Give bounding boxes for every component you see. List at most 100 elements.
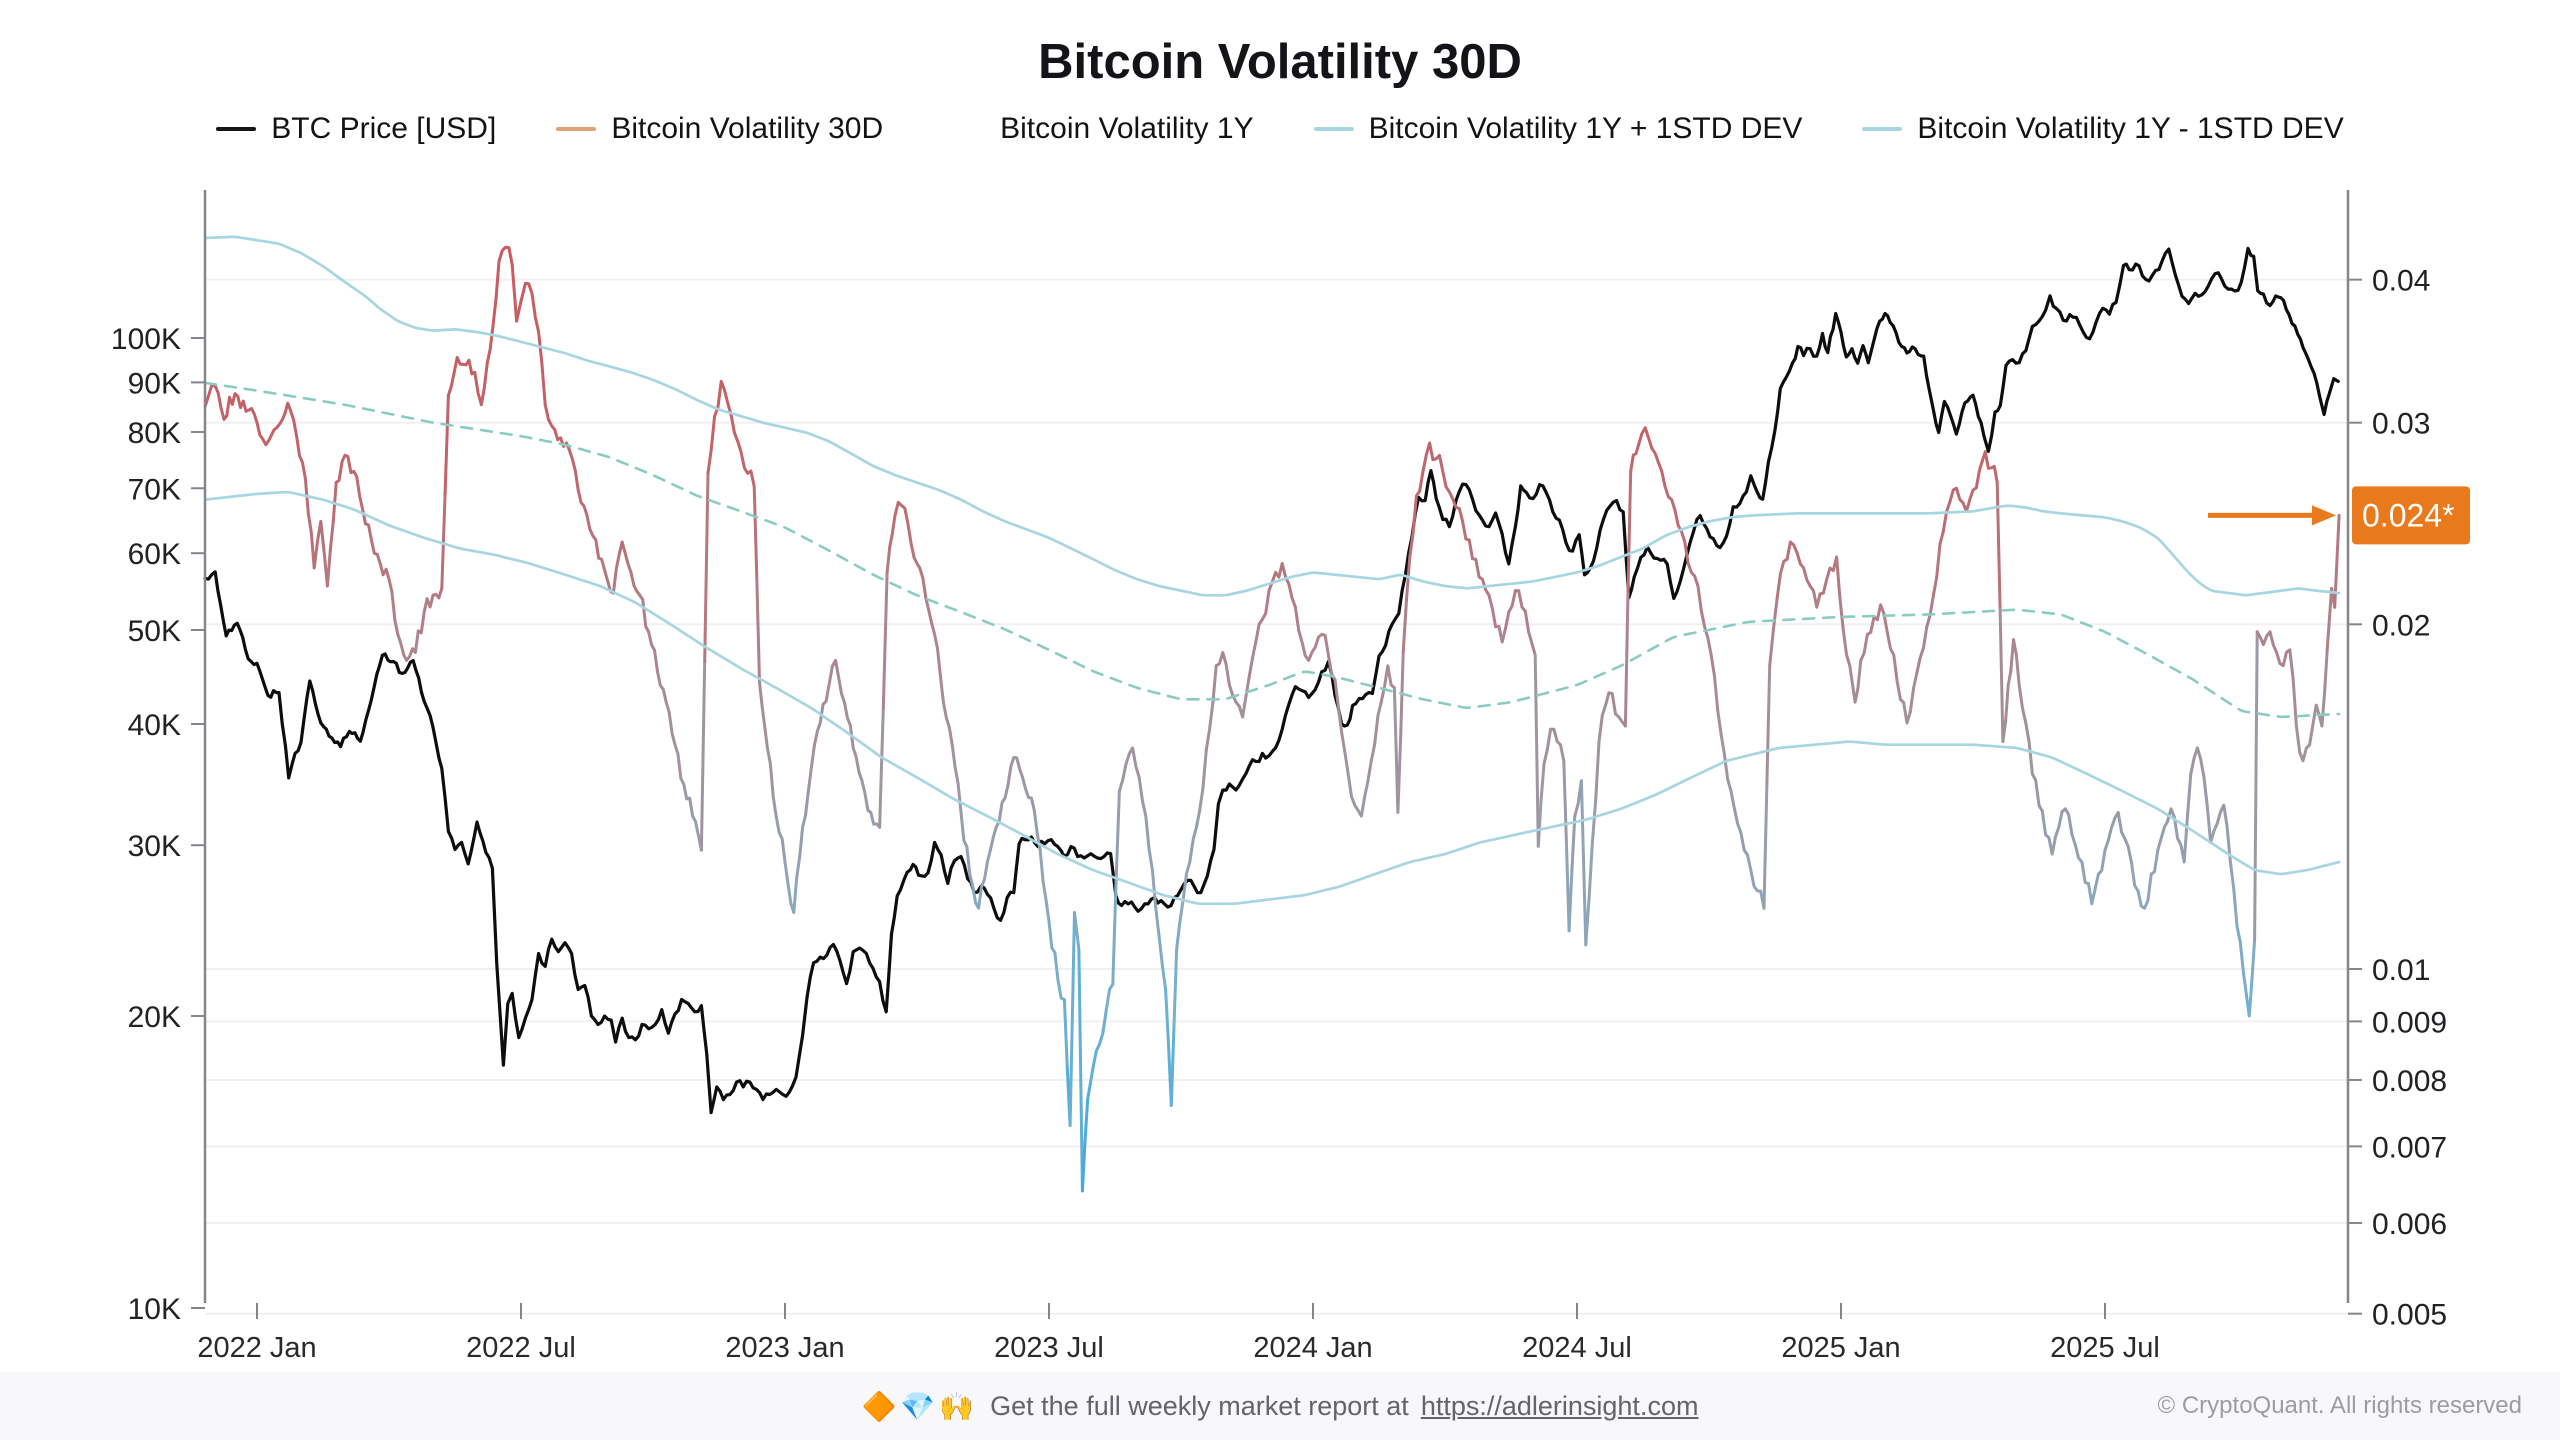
legend-item-3[interactable]: Bitcoin Volatility 1Y + 1STD DEV <box>1313 112 1802 146</box>
volatility-30d-line <box>1114 789 1121 882</box>
volatility-30d-line <box>1408 531 1415 559</box>
volatility-30d-line <box>1137 775 1148 818</box>
legend-label: Bitcoin Volatility 1Y - 1STD DEV <box>1917 112 2344 145</box>
volatility-30d-line <box>617 540 630 566</box>
price-tick-label: 60K <box>128 538 181 571</box>
volatility-30d-line <box>691 814 703 852</box>
volatility-30d-line <box>1931 542 1942 597</box>
volatility-30d-line <box>416 593 435 635</box>
volatility-30d-line <box>1411 489 1422 535</box>
volatility-30d-line <box>497 245 514 267</box>
legend-item-2[interactable]: Bitcoin Volatility 1Y <box>943 112 1253 146</box>
volatility-tick-label: 0.006 <box>2372 1208 2447 1241</box>
volatility-30d-line <box>1086 1081 1092 1101</box>
volatility-30d-line <box>2146 848 2160 902</box>
volatility-30d-line <box>1164 987 1170 1046</box>
volatility-30d-line <box>1111 878 1118 986</box>
volatility-30d-line <box>2116 811 2133 864</box>
volatility-30d-line <box>2087 882 2097 906</box>
volatility-30d-line <box>331 481 338 523</box>
volatility-30d-line <box>1517 589 1531 634</box>
price-tick-label: 50K <box>128 615 181 648</box>
volatility-30d-line <box>2247 977 2254 1018</box>
legend-item-1[interactable]: Bitcoin Volatility 30D <box>556 112 883 146</box>
volatility-30d-line <box>1650 446 1667 488</box>
footer-text: Get the full weekly market report at <box>990 1390 1409 1421</box>
volatility-30d-line <box>1998 607 2005 743</box>
volatility-30d-line <box>1188 808 1202 864</box>
volatility-30d-line <box>1812 589 1822 609</box>
volatility-30d-line <box>1542 748 1549 766</box>
volatility-30d-line <box>1083 1097 1090 1142</box>
volatility-tick-label: 0.03 <box>2372 408 2430 441</box>
volatility-30d-line <box>1267 562 1294 600</box>
volatility-30d-line <box>2202 775 2209 809</box>
volatility-tick-label: 0.02 <box>2372 609 2430 642</box>
volatility-30d-line <box>1686 561 1700 588</box>
volatility-30d-line <box>375 552 394 594</box>
price-tick-label: 30K <box>128 830 181 863</box>
volatility-30d-line <box>1418 441 1448 493</box>
volatility-30d-line <box>2001 720 2008 743</box>
volatility-30d-line <box>755 576 761 684</box>
volatility-30d-line <box>452 356 477 376</box>
volatility-30d-line <box>2242 972 2248 997</box>
volatility-30d-line <box>893 500 910 527</box>
volatility-30d-line <box>965 845 975 888</box>
volatility-30d-line <box>1746 853 1763 893</box>
legend-item-4[interactable]: Bitcoin Volatility 1Y - 1STD DEV <box>1862 112 2344 146</box>
report-link[interactable]: https://adlerinsight.com <box>1420 1390 1699 1421</box>
series <box>203 235 2341 1193</box>
volatility-30d-line <box>980 848 992 889</box>
volatility-30d-line <box>1201 748 1208 790</box>
volatility-30d-line <box>1587 840 1594 900</box>
volatility-30d-line <box>283 401 293 415</box>
volatility-30d-line <box>1885 630 1899 683</box>
volatility-30d-line <box>1768 627 1775 668</box>
volatility-30d-line <box>1157 933 1164 967</box>
volatility-30d-line <box>390 590 400 636</box>
volatility-30d-line <box>328 519 335 552</box>
volatility-tick-label: 0.007 <box>2372 1131 2447 1164</box>
volatility-30d-line <box>1908 671 1919 714</box>
volatility-30d-line <box>250 407 287 447</box>
plot-area[interactable] <box>205 190 2348 1303</box>
volatility-30d-line <box>912 556 928 600</box>
volatility-30d-line <box>1719 732 1730 781</box>
volatility-30d-line <box>1373 700 1383 747</box>
volatility-30d-line <box>1461 519 1474 561</box>
date-tick-label: 2023 Jul <box>994 1332 1104 1364</box>
volatility-30d-line <box>739 450 756 488</box>
price-tick-label: 90K <box>128 367 181 400</box>
arrow-right-icon <box>2312 505 2336 526</box>
volatility-30d-line <box>1471 557 1491 597</box>
volatility-30d-line <box>1104 982 1115 1012</box>
volatility-30d-line <box>2129 860 2140 893</box>
volatility-30d-line <box>1594 740 1601 802</box>
volatility-30d-line <box>334 453 359 484</box>
legend-label: Bitcoin Volatility 1Y <box>1000 112 1254 145</box>
date-tick-label: 2025 Jan <box>1781 1332 1900 1364</box>
volatility-30d-line <box>626 562 642 597</box>
volatility-tick-label: 0.01 <box>2372 954 2430 987</box>
volatility-30d-line <box>795 855 802 880</box>
volatility-30d-line <box>2040 809 2064 856</box>
legend-item-0[interactable]: BTC Price [USD] <box>216 112 496 146</box>
volatility-30d-line <box>2014 653 2024 710</box>
volatility-30d-line <box>1167 1024 1176 1107</box>
volatility-30d-line <box>1198 786 1205 812</box>
volatility-30d-line <box>2323 648 2329 695</box>
volatility-30d-line <box>1841 627 1852 668</box>
volatility-30d-line <box>1539 762 1546 802</box>
value-badge <box>2352 486 2470 545</box>
volatility-30d-line <box>1047 920 1060 981</box>
volatility-30d-line <box>959 811 969 849</box>
volatility-30d-line <box>950 743 960 785</box>
volatility-30d-line <box>709 406 720 451</box>
volatility-30d-line <box>519 281 534 303</box>
volatility-band-line <box>203 235 2341 597</box>
volatility-30d-line <box>703 471 710 664</box>
volatility-30d-line <box>2034 778 2044 813</box>
volatility-30d-line <box>225 392 248 418</box>
volatility-30d-line <box>786 876 799 915</box>
